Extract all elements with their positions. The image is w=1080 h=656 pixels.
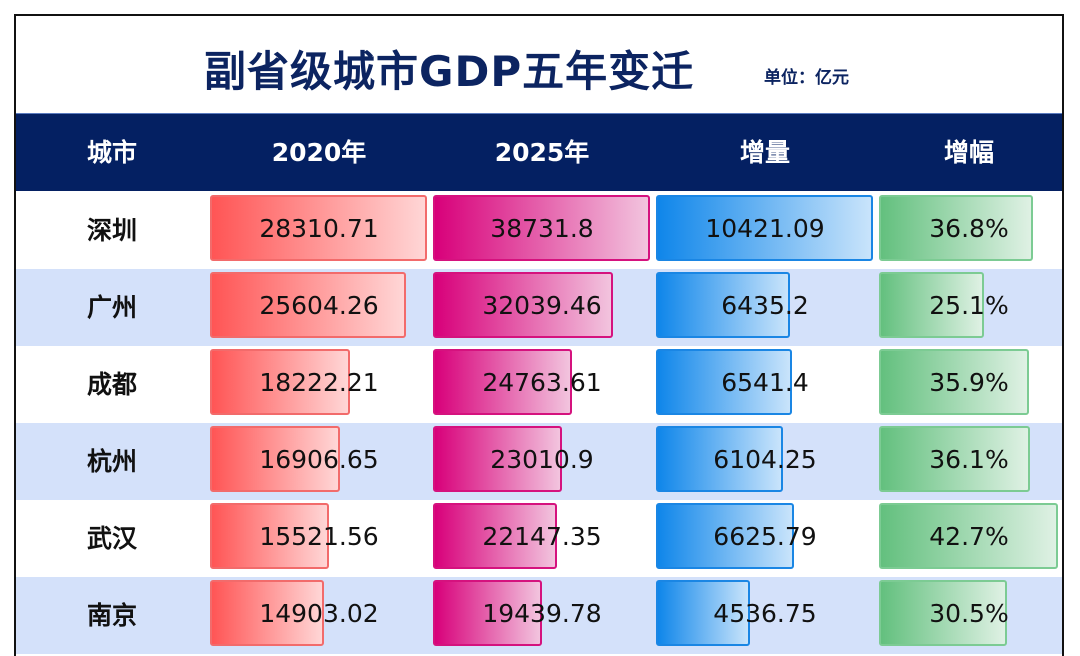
header-growth: 增幅 bbox=[943, 138, 994, 167]
cell-value: 25.1% bbox=[929, 291, 1009, 320]
data-bar bbox=[210, 195, 427, 261]
cell-growth: 30.5% bbox=[879, 577, 1059, 654]
city-name: 深圳 bbox=[86, 216, 137, 245]
data-bar bbox=[210, 349, 350, 415]
cell-2025: 24763.61 bbox=[433, 346, 651, 423]
cell-2020: 28310.71 bbox=[210, 192, 428, 269]
cell-2025: 22147.35 bbox=[433, 500, 651, 577]
cell-increase: 6625.79 bbox=[656, 500, 874, 577]
cell-value: 18222.21 bbox=[259, 368, 379, 397]
cell-2020: 16906.65 bbox=[210, 423, 428, 500]
data-bar bbox=[879, 195, 1033, 261]
table-header: 城市 2020年 2025年 增量 增幅 bbox=[16, 114, 1062, 191]
cell-2020: 25604.26 bbox=[210, 269, 428, 346]
cell-2020: 15521.56 bbox=[210, 500, 428, 577]
header-increase: 增量 bbox=[739, 138, 790, 167]
cell-value: 4536.75 bbox=[713, 599, 817, 628]
data-bar bbox=[879, 349, 1029, 415]
cell-2025: 23010.9 bbox=[433, 423, 651, 500]
cell-2025: 38731.8 bbox=[433, 192, 651, 269]
gdp-table-frame: 副省级城市GDP五年变迁 单位：亿元 城市 2020年 2025年 增量 增幅 … bbox=[14, 14, 1064, 656]
cell-2025: 32039.46 bbox=[433, 269, 651, 346]
cell-growth: 25.1% bbox=[879, 269, 1059, 346]
cell-value: 6625.79 bbox=[713, 522, 817, 551]
data-bar bbox=[879, 426, 1030, 492]
data-bar bbox=[656, 272, 790, 338]
cell-value: 23010.9 bbox=[490, 445, 594, 474]
cell-2020: 18222.21 bbox=[210, 346, 428, 423]
data-bar bbox=[210, 503, 329, 569]
data-bar bbox=[879, 272, 984, 338]
cell-value: 15521.56 bbox=[259, 522, 379, 551]
table-row: 杭州 16906.65 23010.9 6104.25 36.1% bbox=[16, 423, 1062, 500]
city-name: 广州 bbox=[86, 293, 137, 322]
data-bar bbox=[656, 349, 792, 415]
data-bar bbox=[433, 195, 650, 261]
cell-increase: 6104.25 bbox=[656, 423, 874, 500]
table-row: 武汉 15521.56 22147.35 6625.79 42.7% bbox=[16, 500, 1062, 577]
cell-value: 22147.35 bbox=[482, 522, 602, 551]
cell-increase: 6541.4 bbox=[656, 346, 874, 423]
cell-value: 10421.09 bbox=[705, 214, 825, 243]
table-row: 成都 18222.21 24763.61 6541.4 35.9% bbox=[16, 346, 1062, 423]
cell-value: 19439.78 bbox=[482, 599, 602, 628]
data-bar bbox=[433, 349, 572, 415]
data-bar bbox=[433, 426, 562, 492]
cell-value: 25604.26 bbox=[259, 291, 379, 320]
cell-value: 36.8% bbox=[929, 214, 1009, 243]
data-bar bbox=[656, 195, 873, 261]
data-bar bbox=[433, 503, 557, 569]
data-bar bbox=[210, 272, 406, 338]
cell-growth: 35.9% bbox=[879, 346, 1059, 423]
cell-growth: 36.1% bbox=[879, 423, 1059, 500]
header-city: 城市 bbox=[86, 138, 137, 167]
table-row: 广州 25604.26 32039.46 6435.2 25.1% bbox=[16, 269, 1062, 346]
city-name: 南京 bbox=[86, 601, 137, 630]
cell-2020: 14903.02 bbox=[210, 577, 428, 654]
title-row: 副省级城市GDP五年变迁 单位：亿元 bbox=[16, 16, 1062, 114]
cell-value: 24763.61 bbox=[482, 368, 602, 397]
cell-value: 42.7% bbox=[929, 522, 1009, 551]
cell-value: 32039.46 bbox=[482, 291, 602, 320]
cell-value: 38731.8 bbox=[490, 214, 594, 243]
cell-value: 6541.4 bbox=[721, 368, 809, 397]
page-title: 副省级城市GDP五年变迁 bbox=[204, 47, 695, 96]
cell-2025: 19439.78 bbox=[433, 577, 651, 654]
table-row: 深圳 28310.71 38731.8 10421.09 36.8% bbox=[16, 192, 1062, 269]
cell-value: 36.1% bbox=[929, 445, 1009, 474]
cell-increase: 6435.2 bbox=[656, 269, 874, 346]
data-bar bbox=[656, 503, 794, 569]
cell-increase: 4536.75 bbox=[656, 577, 874, 654]
unit-label: 单位：亿元 bbox=[764, 68, 849, 88]
cell-value: 16906.65 bbox=[259, 445, 379, 474]
city-name: 武汉 bbox=[86, 524, 137, 553]
cell-growth: 42.7% bbox=[879, 500, 1059, 577]
cell-value: 14903.02 bbox=[259, 599, 379, 628]
table-row: 南京 14903.02 19439.78 4536.75 30.5% bbox=[16, 577, 1062, 654]
header-2025: 2025年 bbox=[494, 138, 590, 167]
data-bar bbox=[879, 503, 1058, 569]
data-bar bbox=[656, 426, 783, 492]
cell-growth: 36.8% bbox=[879, 192, 1059, 269]
data-bar bbox=[433, 272, 613, 338]
city-name: 杭州 bbox=[86, 447, 137, 476]
cell-value: 6435.2 bbox=[721, 291, 809, 320]
cell-increase: 10421.09 bbox=[656, 192, 874, 269]
data-bar bbox=[210, 426, 340, 492]
cell-value: 35.9% bbox=[929, 368, 1009, 397]
cell-value: 28310.71 bbox=[259, 214, 379, 243]
header-2020: 2020年 bbox=[271, 138, 367, 167]
cell-value: 30.5% bbox=[929, 599, 1009, 628]
city-name: 成都 bbox=[86, 370, 137, 399]
cell-value: 6104.25 bbox=[713, 445, 817, 474]
